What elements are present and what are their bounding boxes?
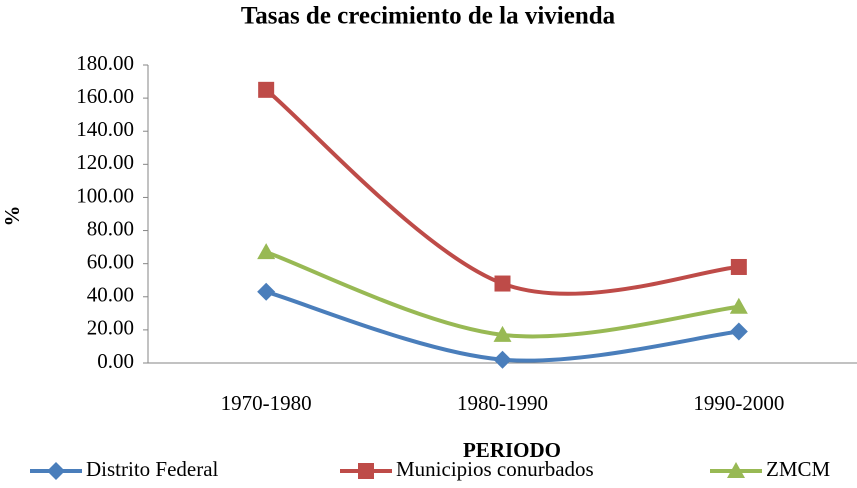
legend-label: ZMCM [766,457,831,481]
x-tick-label: 1980-1990 [457,391,548,415]
x-axis-label: PERIODO [463,438,561,462]
y-tick-label: 100.00 [76,183,134,207]
legend-label: Distrito Federal [86,457,219,481]
data-point [257,282,276,301]
chart-title: Tasas de crecimiento de la vivienda [241,3,616,30]
x-tick-label: 1970-1980 [221,391,312,415]
data-point [729,322,748,341]
y-tick-label: 80.00 [87,216,134,240]
legend-marker [47,462,65,480]
legend-label: Municipios conurbados [396,457,594,481]
series-line [265,250,740,339]
y-tick-label: 180.00 [76,51,134,75]
y-tick-label: 160.00 [76,84,134,108]
y-tick-label: 20.00 [87,316,134,340]
legend-marker [727,462,745,478]
y-tick-label: 0.00 [97,349,134,373]
data-point [258,81,275,98]
series-line [264,88,739,296]
y-tick-label: 60.00 [87,249,134,273]
legend-marker [358,463,374,479]
y-axis-label: % [0,206,24,227]
data-point [257,243,276,260]
y-tick-label: 40.00 [87,283,134,307]
y-tick-label: 140.00 [76,117,134,141]
data-point [730,258,747,275]
x-tick-label: 1990-2000 [693,391,784,415]
data-point [494,275,511,292]
y-tick-label: 120.00 [76,150,134,174]
data-point [729,297,748,314]
data-point [493,325,512,342]
data-point [493,350,512,369]
